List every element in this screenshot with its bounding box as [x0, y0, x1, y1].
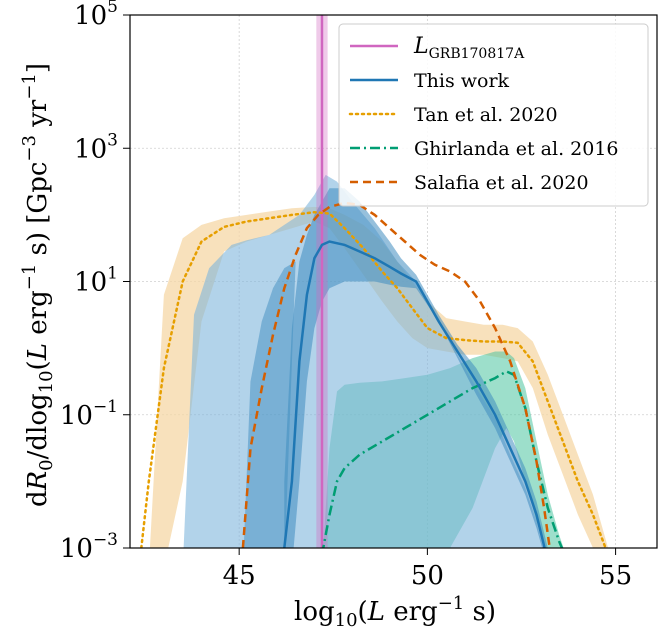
- salafia-line: [241, 201, 551, 548]
- x-tick-label: 50: [411, 561, 444, 591]
- legend-label: Ghirlanda et al. 2016: [414, 138, 619, 160]
- y-tick-label: 103: [74, 130, 118, 164]
- x-axis-label: log10(L erg−1 s): [294, 593, 496, 631]
- x-tick-label: 55: [599, 561, 632, 591]
- this-work-inner-band-left: [243, 261, 296, 548]
- y-axis-label: dR0/dlog10(L erg−1 s) [Gpc−3 yr−1]: [19, 63, 57, 507]
- ghirlanda-line: [321, 369, 564, 548]
- legend-label: Salafia et al. 2020: [414, 172, 589, 194]
- x-axis-ticks: 45 50 55: [223, 548, 632, 591]
- y-tick-label: 10−3: [60, 530, 118, 564]
- this-work-inner-band: [284, 188, 548, 548]
- y-tick-label: 10−1: [60, 397, 118, 431]
- uncertainty-bands: [149, 174, 609, 548]
- legend-box: [338, 23, 649, 207]
- legend: LGRB170817A This work Tan et al. 2020 Ghirl…: [338, 23, 649, 207]
- y-tick-label: 105: [74, 0, 118, 31]
- this-work-line: [283, 240, 546, 548]
- legend-label: This work: [414, 70, 510, 92]
- y-tick-label: 101: [74, 264, 118, 298]
- y-axis-ticks: 10−3 10−1 101 103 105: [60, 0, 130, 564]
- legend-label: Tan et al. 2020: [414, 104, 558, 126]
- series-lines: [140, 15, 607, 548]
- legend-label: LGRB170817A: [413, 34, 525, 62]
- tan-line: [140, 210, 607, 548]
- x-tick-label: 45: [223, 561, 256, 591]
